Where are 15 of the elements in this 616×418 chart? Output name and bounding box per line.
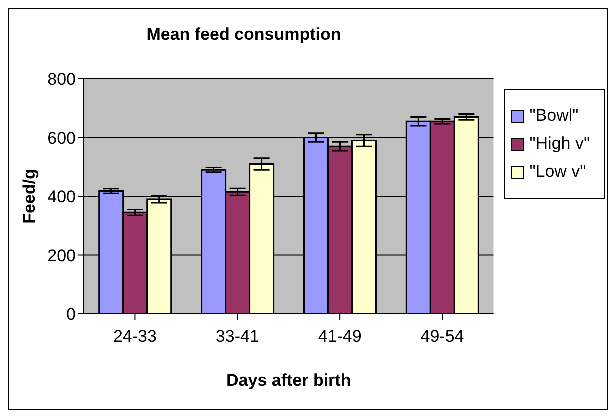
y-tick-label: 400 (48, 188, 76, 207)
y-tick-label: 800 (48, 70, 76, 90)
y-tick-label: 600 (48, 128, 76, 148)
legend-label: "Bowl" (530, 106, 579, 126)
x-tick-label: 33-41 (216, 327, 260, 346)
x-axis-title: Days after birth (226, 371, 352, 390)
y-tick-label: 200 (48, 246, 76, 266)
legend-label: "Low v" (530, 162, 586, 182)
y-axis-title: Feed/g (20, 169, 40, 224)
x-tick-label: 41-49 (318, 327, 362, 346)
legend-label: "High v" (530, 134, 590, 154)
x-tick-label: 49-54 (420, 327, 464, 346)
chart-title: Mean feed consumption (146, 25, 342, 45)
x-tick-label: 24-33 (113, 327, 157, 346)
y-tick-label: 0 (66, 305, 76, 324)
